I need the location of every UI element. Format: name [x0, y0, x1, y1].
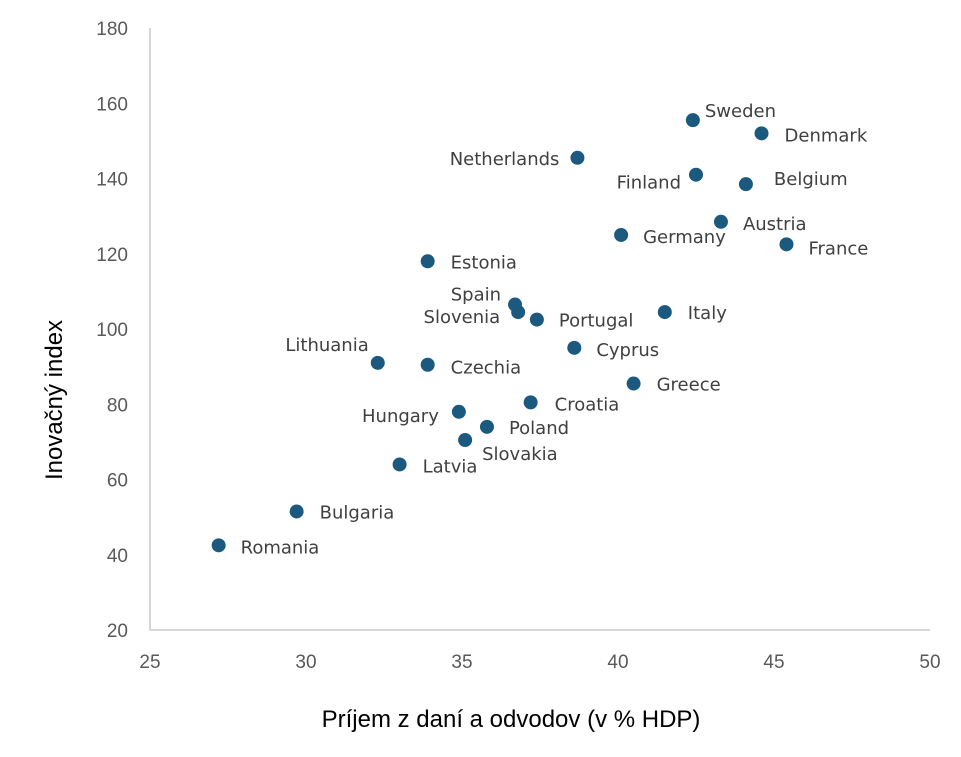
point-label: Czechia — [451, 358, 521, 379]
data-point — [451, 404, 466, 419]
point-label: Portugal — [559, 311, 634, 332]
data-point — [479, 419, 494, 434]
data-point — [779, 237, 794, 252]
x-tick-label: 40 — [607, 652, 628, 673]
data-labels: Sweden Denmark Netherlands Finland Belgium Au… — [241, 101, 869, 558]
y-tick-label: 60 — [107, 471, 128, 492]
point-label: Lithuania — [285, 335, 368, 356]
data-points — [211, 113, 794, 553]
x-tick-label: 25 — [139, 652, 160, 673]
data-point — [420, 254, 435, 269]
data-point — [754, 126, 769, 141]
point-label: Cyprus — [596, 340, 659, 361]
data-point — [626, 376, 641, 391]
data-point — [289, 504, 304, 519]
point-label: Austria — [743, 214, 807, 235]
data-point — [567, 340, 582, 355]
point-label: Netherlands — [450, 149, 560, 170]
y-tick-label: 20 — [107, 621, 128, 642]
point-label: Slovakia — [482, 444, 558, 465]
point-label: Romania — [241, 537, 320, 558]
x-tick-label: 30 — [295, 652, 316, 673]
y-tick-label: 80 — [107, 395, 128, 416]
point-label: Croatia — [555, 394, 620, 415]
y-tick-label: 100 — [96, 320, 128, 341]
data-point — [370, 355, 385, 370]
point-label: Greece — [657, 375, 721, 396]
point-label: Germany — [643, 227, 726, 248]
point-label: Sweden — [705, 101, 776, 122]
point-label: Italy — [688, 303, 727, 324]
point-label: Denmark — [785, 125, 868, 146]
point-label: Estonia — [451, 252, 517, 273]
y-tick-label: 140 — [96, 170, 128, 191]
point-label: Latvia — [423, 456, 478, 477]
data-point — [529, 312, 544, 327]
point-label: Bulgaria — [320, 502, 395, 523]
data-point — [738, 177, 753, 192]
data-point — [511, 305, 526, 320]
point-label: Poland — [509, 418, 569, 439]
y-tick-label: 160 — [96, 94, 128, 115]
data-point — [570, 150, 585, 165]
y-tick-label: 180 — [96, 19, 128, 40]
point-label: Slovenia — [424, 307, 501, 328]
point-label: France — [808, 238, 868, 259]
point-label: Hungary — [362, 406, 439, 427]
y-axis-title: Inovačný index — [41, 320, 68, 480]
y-tick-label: 120 — [96, 245, 128, 266]
x-tick-label: 50 — [919, 652, 940, 673]
data-point — [420, 357, 435, 372]
data-point — [657, 305, 672, 320]
x-tick-label: 45 — [763, 652, 784, 673]
data-point — [392, 457, 407, 472]
data-point — [458, 432, 473, 447]
x-axis-title: Príjem z daní a odvodov (v % HDP) — [322, 706, 701, 733]
x-tick-label: 35 — [451, 652, 472, 673]
point-label: Finland — [617, 173, 681, 194]
data-point — [685, 113, 700, 128]
y-tick-label: 40 — [107, 546, 128, 567]
point-label: Belgium — [774, 169, 848, 190]
x-axis-ticks: 25 30 35 40 45 50 — [139, 652, 940, 673]
point-label: Spain — [451, 285, 501, 306]
data-point — [689, 167, 703, 182]
data-point — [211, 538, 226, 553]
data-point — [523, 395, 538, 410]
y-axis-ticks: 20 40 60 80 100 120 140 160 180 — [96, 19, 128, 642]
data-point — [614, 227, 629, 242]
data-point — [713, 214, 728, 229]
